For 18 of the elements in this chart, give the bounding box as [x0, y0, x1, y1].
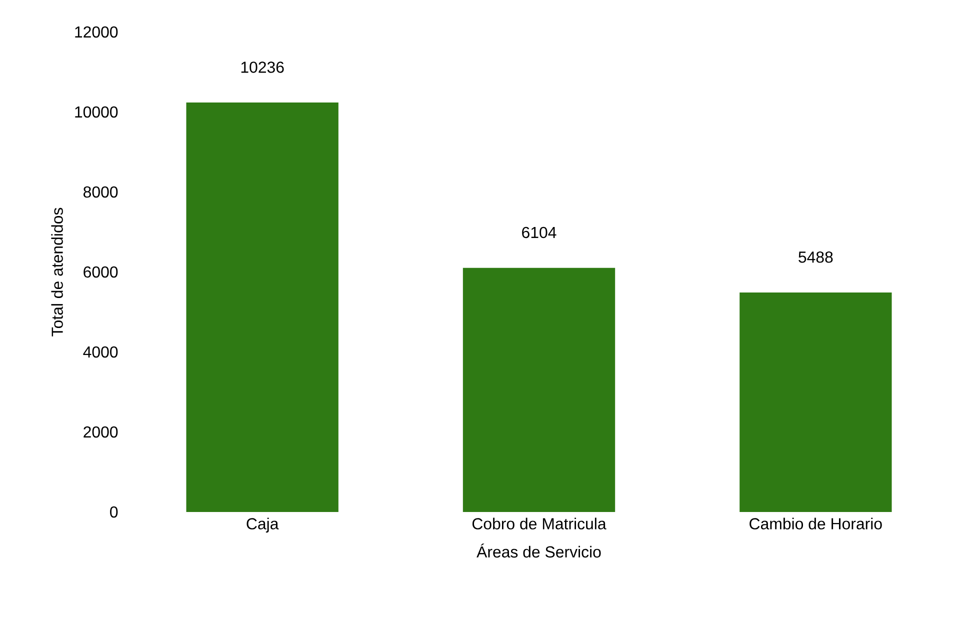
y-tick-label: 8000: [84, 186, 118, 198]
x-tick-label: Cobro de Matricula: [472, 518, 606, 530]
x-axis-title: Áreas de Servicio: [476, 544, 601, 558]
data-label: 5488: [798, 251, 833, 263]
bar: [186, 102, 338, 512]
bar: [740, 292, 892, 512]
bar: [462, 268, 616, 512]
y-axis-title: Total de atendidos: [51, 208, 63, 336]
data-label: 6104: [522, 226, 556, 238]
x-tick-label: Caja: [246, 518, 279, 533]
y-tick-label: 10000: [75, 106, 118, 118]
y-tick-label: 12000: [75, 26, 118, 38]
x-tick-label: Cambio de Horario: [750, 518, 882, 530]
y-tick-label: 6000: [84, 266, 118, 278]
y-tick-label: 0: [110, 506, 118, 518]
y-tick-label: 4000: [83, 346, 118, 358]
y-tick-label: 2000: [84, 426, 118, 438]
data-label: 10236: [241, 62, 284, 73]
